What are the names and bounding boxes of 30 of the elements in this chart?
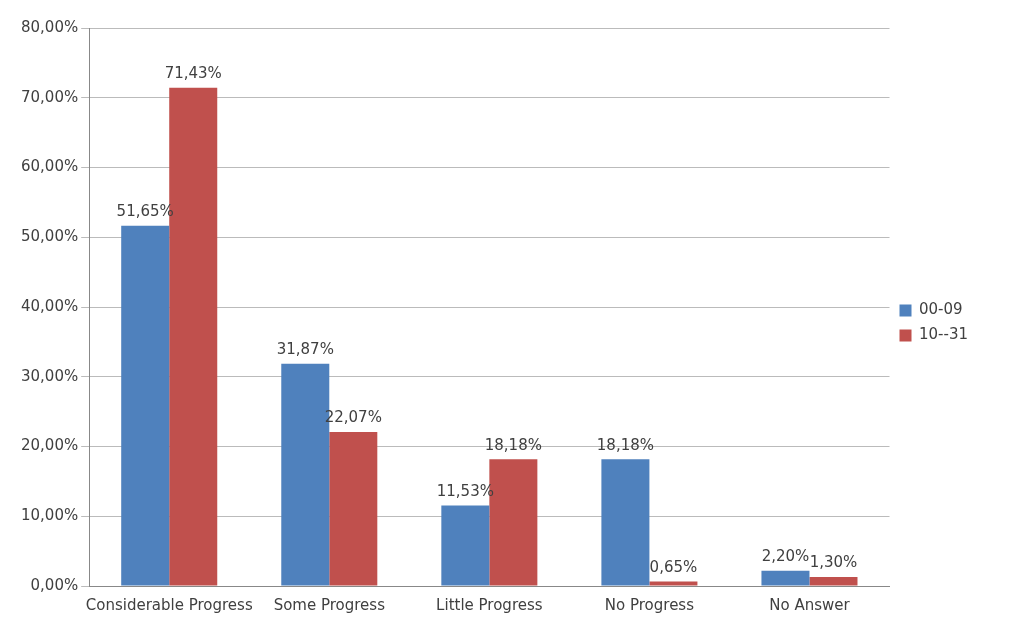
x-tick-label: Little Progress (436, 595, 543, 614)
bar (121, 225, 170, 586)
data-label: 2,20% (761, 547, 810, 566)
x-tick-label: Some Progress (273, 595, 386, 614)
bar (809, 576, 858, 586)
data-label: 18,18% (596, 435, 654, 454)
data-label: 18,18% (484, 435, 542, 454)
x-tick-label: No Answer (769, 595, 851, 614)
bar (329, 432, 378, 586)
bar (601, 459, 650, 586)
x-tick-label: No Progress (604, 595, 695, 614)
y-tick-label: 50,00% (20, 227, 79, 246)
y-tick-label: 80,00% (20, 17, 79, 36)
data-label: 0,65% (649, 557, 698, 576)
y-tick-label: 30,00% (20, 366, 79, 385)
data-label: 1,30% (809, 553, 858, 572)
bar (761, 570, 810, 586)
y-tick-label: 60,00% (20, 157, 79, 176)
y-tick-label: 10,00% (20, 506, 79, 525)
bar (441, 505, 490, 586)
y-tick-label: 70,00% (20, 87, 79, 106)
x-tick-label: Considerable Progress (85, 595, 253, 614)
data-label: 31,87% (276, 340, 334, 359)
y-tick-label: 0,00% (30, 575, 79, 594)
legend-label: 10--31 (919, 325, 968, 344)
y-tick-label: 40,00% (20, 296, 79, 315)
legend-label: 00-09 (919, 300, 963, 319)
bar (649, 581, 698, 586)
data-label: 71,43% (164, 64, 222, 83)
y-tick-label: 20,00% (20, 436, 79, 455)
